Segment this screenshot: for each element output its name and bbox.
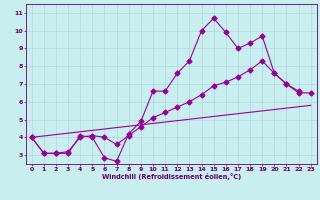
X-axis label: Windchill (Refroidissement éolien,°C): Windchill (Refroidissement éolien,°C) bbox=[101, 173, 241, 180]
